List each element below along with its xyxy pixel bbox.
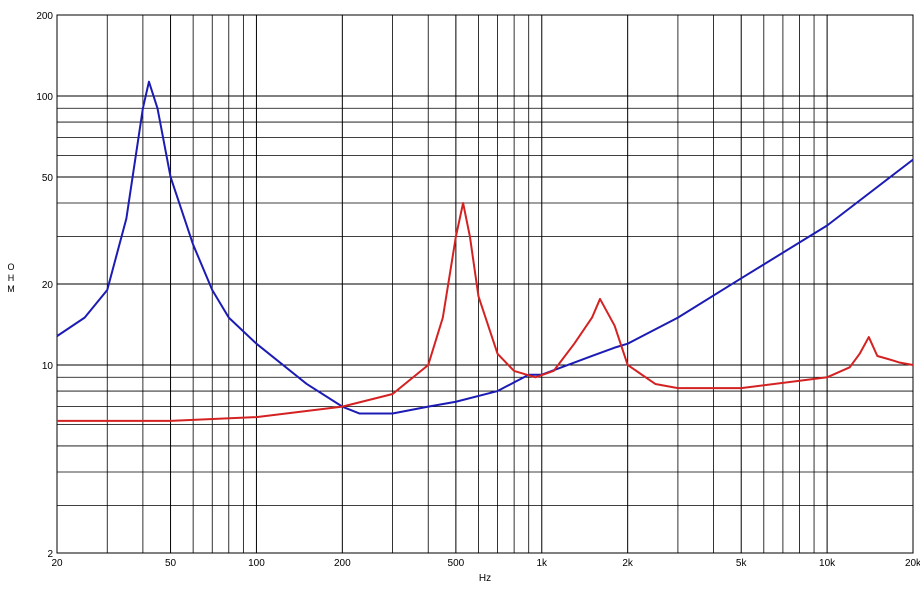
- y-tick-label: 20: [42, 280, 54, 291]
- x-tick-label: 10k: [819, 558, 836, 569]
- y-tick-label: 100: [36, 92, 53, 103]
- y-axis-label: OHM: [7, 262, 15, 294]
- x-tick-label: 2k: [622, 558, 634, 569]
- x-tick-label: 20: [51, 558, 63, 569]
- x-tick-label: 100: [248, 558, 265, 569]
- x-tick-label: 50: [165, 558, 177, 569]
- y-tick-label: 10: [42, 361, 54, 372]
- y-tick-label: 200: [36, 11, 53, 22]
- x-tick-label: 200: [334, 558, 351, 569]
- x-tick-label: 1k: [536, 558, 548, 569]
- y-tick-label: 50: [42, 173, 54, 184]
- x-tick-label: 5k: [736, 558, 748, 569]
- y-tick-label: 2: [47, 549, 53, 560]
- x-axis-label: Hz: [479, 573, 491, 584]
- data-line: [57, 202, 914, 422]
- x-tick-label: 500: [448, 558, 465, 569]
- x-tick-label: 20k: [905, 558, 920, 569]
